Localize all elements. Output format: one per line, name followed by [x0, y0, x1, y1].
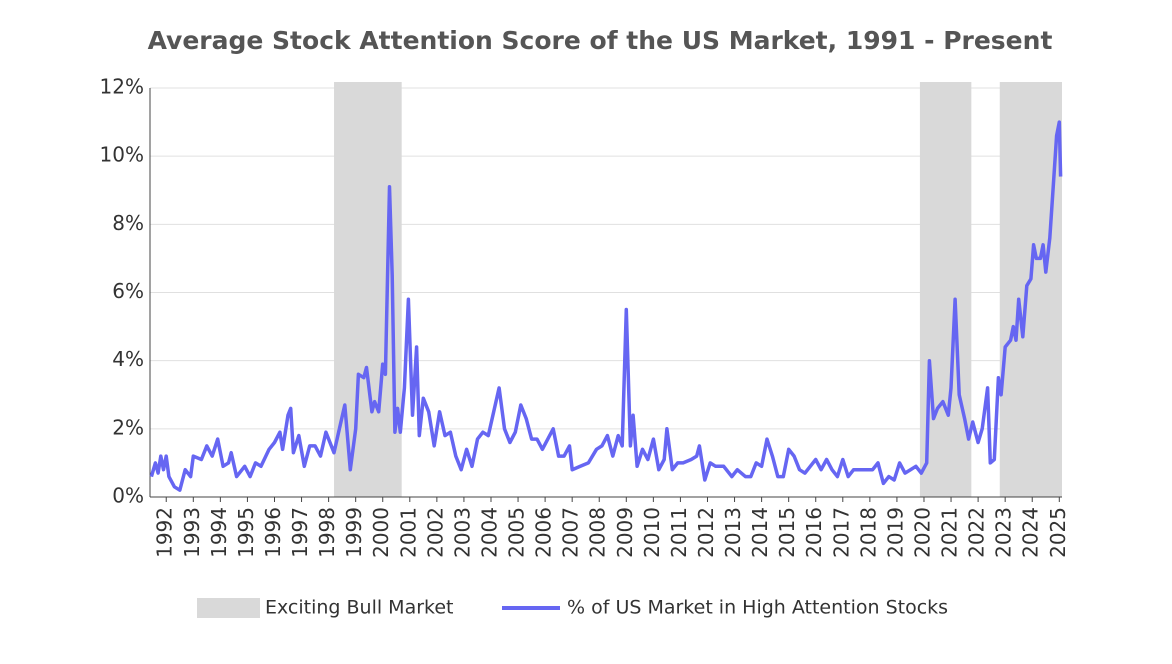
- x-tick-label: 2010: [640, 507, 664, 558]
- x-tick-label: 2023: [992, 507, 1016, 558]
- x-tick-label: 2024: [1019, 507, 1043, 558]
- chart-title: Average Stock Attention Score of the US …: [148, 26, 1053, 55]
- x-tick-label: 2018: [856, 507, 880, 558]
- x-tick-label: 1998: [315, 507, 339, 558]
- legend-swatch: [197, 598, 260, 618]
- x-tick-label: 2012: [694, 507, 718, 558]
- legend-label: Exciting Bull Market: [265, 597, 454, 619]
- x-tick-label: 2001: [396, 507, 420, 558]
- y-tick-label: 10%: [100, 143, 144, 167]
- x-tick-label: 2015: [775, 507, 799, 558]
- x-tick-label: 2013: [721, 507, 745, 558]
- y-tick-label: 12%: [100, 75, 144, 99]
- x-tick-label: 2011: [667, 507, 691, 558]
- x-tick-label: 2008: [586, 507, 610, 558]
- x-tick-label: 1994: [207, 507, 231, 558]
- x-tick-label: 2009: [613, 507, 637, 558]
- x-tick-label: 2022: [965, 507, 989, 558]
- shaded-region: [999, 82, 1062, 497]
- x-tick-label: 2003: [450, 507, 474, 558]
- x-tick-label: 1997: [288, 507, 312, 558]
- y-tick-label: 2%: [112, 415, 144, 439]
- x-tick-label: 2007: [559, 507, 583, 558]
- x-tick-label: 2019: [883, 507, 907, 558]
- x-tick-label: 1995: [234, 507, 258, 558]
- legend-label: % of US Market in High Attention Stocks: [567, 597, 948, 619]
- x-tick-label: 2017: [829, 507, 853, 558]
- x-tick-label: 2004: [477, 507, 501, 558]
- y-tick-label: 0%: [112, 484, 144, 508]
- y-tick-label: 6%: [112, 279, 144, 303]
- y-tick-label: 8%: [112, 211, 144, 235]
- y-tick-label: 4%: [112, 347, 144, 371]
- x-tick-label: 1993: [180, 507, 204, 558]
- x-tick-label: 2006: [532, 507, 556, 558]
- x-tick-label: 1992: [153, 507, 177, 558]
- x-tick-label: 2002: [423, 507, 447, 558]
- x-tick-label: 2025: [1046, 507, 1070, 558]
- x-tick-label: 2021: [938, 507, 962, 558]
- x-tick-label: 1999: [342, 507, 366, 558]
- x-tick-label: 2016: [802, 507, 826, 558]
- x-tick-label: 2020: [910, 507, 934, 558]
- x-tick-label: 2005: [505, 507, 529, 558]
- x-tick-label: 1996: [261, 507, 285, 558]
- data-line: [149, 120, 1063, 492]
- x-tick-label: 2000: [369, 507, 393, 558]
- x-tick-label: 2014: [748, 507, 772, 558]
